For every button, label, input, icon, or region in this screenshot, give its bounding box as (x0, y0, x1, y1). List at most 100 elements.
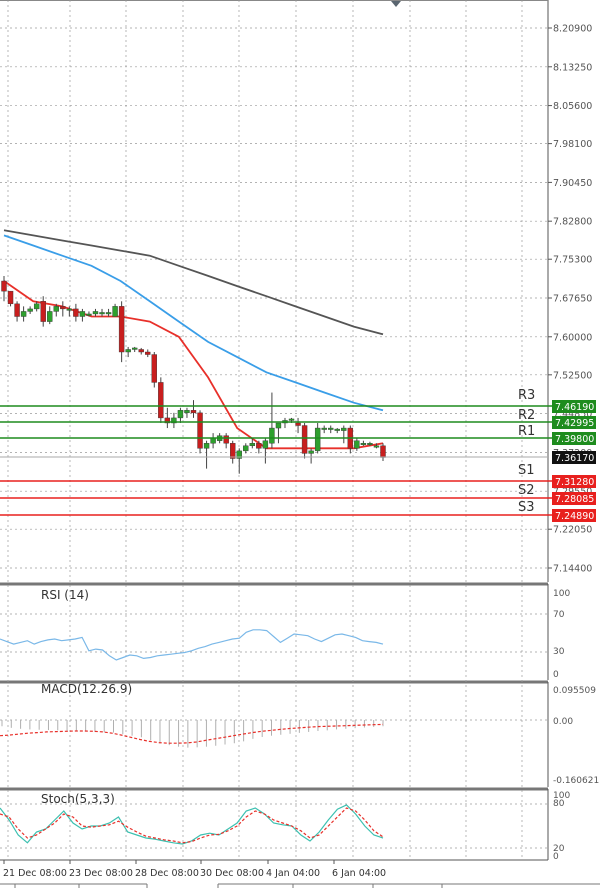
rsi-panel[interactable] (0, 629, 384, 661)
price-axis-label-hidden: 7.44850 (553, 409, 592, 420)
bear-candle (73, 308, 79, 317)
rsi-tick-30: 30 (553, 647, 565, 657)
price-axis-label: 7.75300 (553, 255, 592, 266)
s1-value: 7.31280 (555, 477, 594, 488)
rsi-tick-0: 0 (553, 670, 559, 680)
r2-value: 7.42995 (555, 418, 594, 429)
macd-tick-min: -0.160621 (553, 776, 599, 786)
bear-candle (190, 410, 197, 414)
stoch-tick-100: 100 (553, 791, 570, 801)
bull-candle (360, 443, 367, 445)
price-axis-label: 7.22050 (553, 525, 592, 536)
current-price-value: 7.36170 (555, 453, 594, 464)
price-axis-label: 7.90450 (553, 178, 592, 189)
price-axis-label: 7.60000 (553, 332, 592, 343)
stoch-title: Stoch(5,3,3) (41, 792, 115, 806)
bear-candle (151, 354, 157, 383)
time-label-3: 30 Dec 08:00 (200, 868, 264, 879)
price-axis-label: 8.13250 (553, 62, 592, 73)
s3-label: S3 (518, 500, 535, 515)
bear-candle (223, 435, 229, 444)
bull-candle (33, 303, 40, 310)
bull-candle (373, 445, 380, 448)
moving-average-line (3, 234, 384, 412)
bull-candle (210, 437, 216, 444)
bull-candle (243, 445, 249, 452)
bull-candle (269, 427, 275, 444)
bull-candle (236, 450, 242, 459)
price-panel[interactable] (0, 229, 552, 516)
s2-value: 7.28085 (555, 494, 594, 505)
stoch-k-line (0, 804, 384, 845)
bull-candle (171, 417, 177, 424)
s2-label: S2 (518, 483, 535, 498)
stoch-panel[interactable] (0, 804, 384, 845)
bull-candle (92, 311, 99, 315)
time-label-5: 6 Jan 04:00 (332, 868, 386, 879)
bull-candle (249, 443, 256, 447)
macd-title: MACD(12.26.9) (41, 682, 132, 696)
macd-tick-max: 0.095509 (553, 686, 596, 696)
chart-shift-marker-icon[interactable] (391, 1, 401, 7)
price-axis-label: 7.98100 (553, 139, 592, 150)
price-axis-label: 7.82800 (553, 217, 592, 228)
bull-candle (275, 422, 282, 429)
bull-candle (27, 308, 33, 312)
stoch-tick-20: 20 (553, 844, 565, 854)
bull-candle (20, 311, 27, 317)
bull-candle (105, 312, 112, 315)
macd-signal-line (0, 723, 384, 744)
bear-candle (40, 301, 46, 322)
bull-candle (334, 428, 340, 431)
time-label-2: 28 Dec 08:00 (135, 868, 199, 879)
bull-candle (131, 347, 138, 350)
bear-candle (7, 290, 14, 305)
bull-candle (354, 440, 360, 449)
bull-candle (47, 311, 53, 322)
bear-candle (14, 303, 20, 317)
bear-candle (295, 422, 301, 426)
panel-frames (0, 0, 549, 861)
price-axis-label: 8.05600 (553, 101, 592, 112)
bull-candle (79, 311, 86, 317)
bear-candle (197, 412, 203, 449)
s2-value-badge (552, 492, 596, 505)
s3-value-badge (552, 509, 596, 522)
s1-value-badge (552, 475, 596, 488)
bear-candle (60, 306, 66, 310)
bear-candle (164, 417, 171, 424)
bull-candle (314, 427, 321, 452)
s1-label: S1 (518, 463, 535, 478)
bear-candle (118, 306, 125, 353)
bull-candle (321, 427, 327, 430)
stoch-tick-80: 80 (553, 799, 565, 809)
bull-candle (308, 450, 314, 454)
bear-candle (380, 445, 386, 458)
pivot-level-lines (0, 405, 552, 516)
bear-candle (158, 382, 164, 419)
bull-candle (184, 410, 190, 414)
price-axis-label: 8.20900 (553, 24, 592, 35)
grid-lines (0, 0, 548, 860)
s3-value: 7.24890 (555, 511, 594, 522)
r1-value-badge (552, 432, 596, 445)
r1-label: R1 (518, 424, 535, 439)
moving-average-line (3, 229, 384, 336)
bear-candle (145, 351, 151, 355)
bear-candle (230, 443, 236, 459)
r3-value-badge (552, 400, 596, 413)
bull-candle (328, 427, 334, 430)
rsi-tick-70: 70 (553, 610, 565, 620)
macd-panel[interactable] (0, 720, 384, 748)
bear-candle (1, 280, 7, 292)
bull-candle (288, 418, 295, 421)
r3-label: R3 (518, 388, 535, 403)
bull-candle (262, 440, 269, 449)
r1-value: 7.39800 (555, 434, 594, 445)
bull-candle (53, 306, 59, 312)
time-axis (3, 860, 335, 864)
moving-average-line (3, 280, 384, 450)
bottom-tab-strip[interactable] (0, 883, 600, 888)
price-axis-label: 7.14400 (553, 564, 592, 575)
